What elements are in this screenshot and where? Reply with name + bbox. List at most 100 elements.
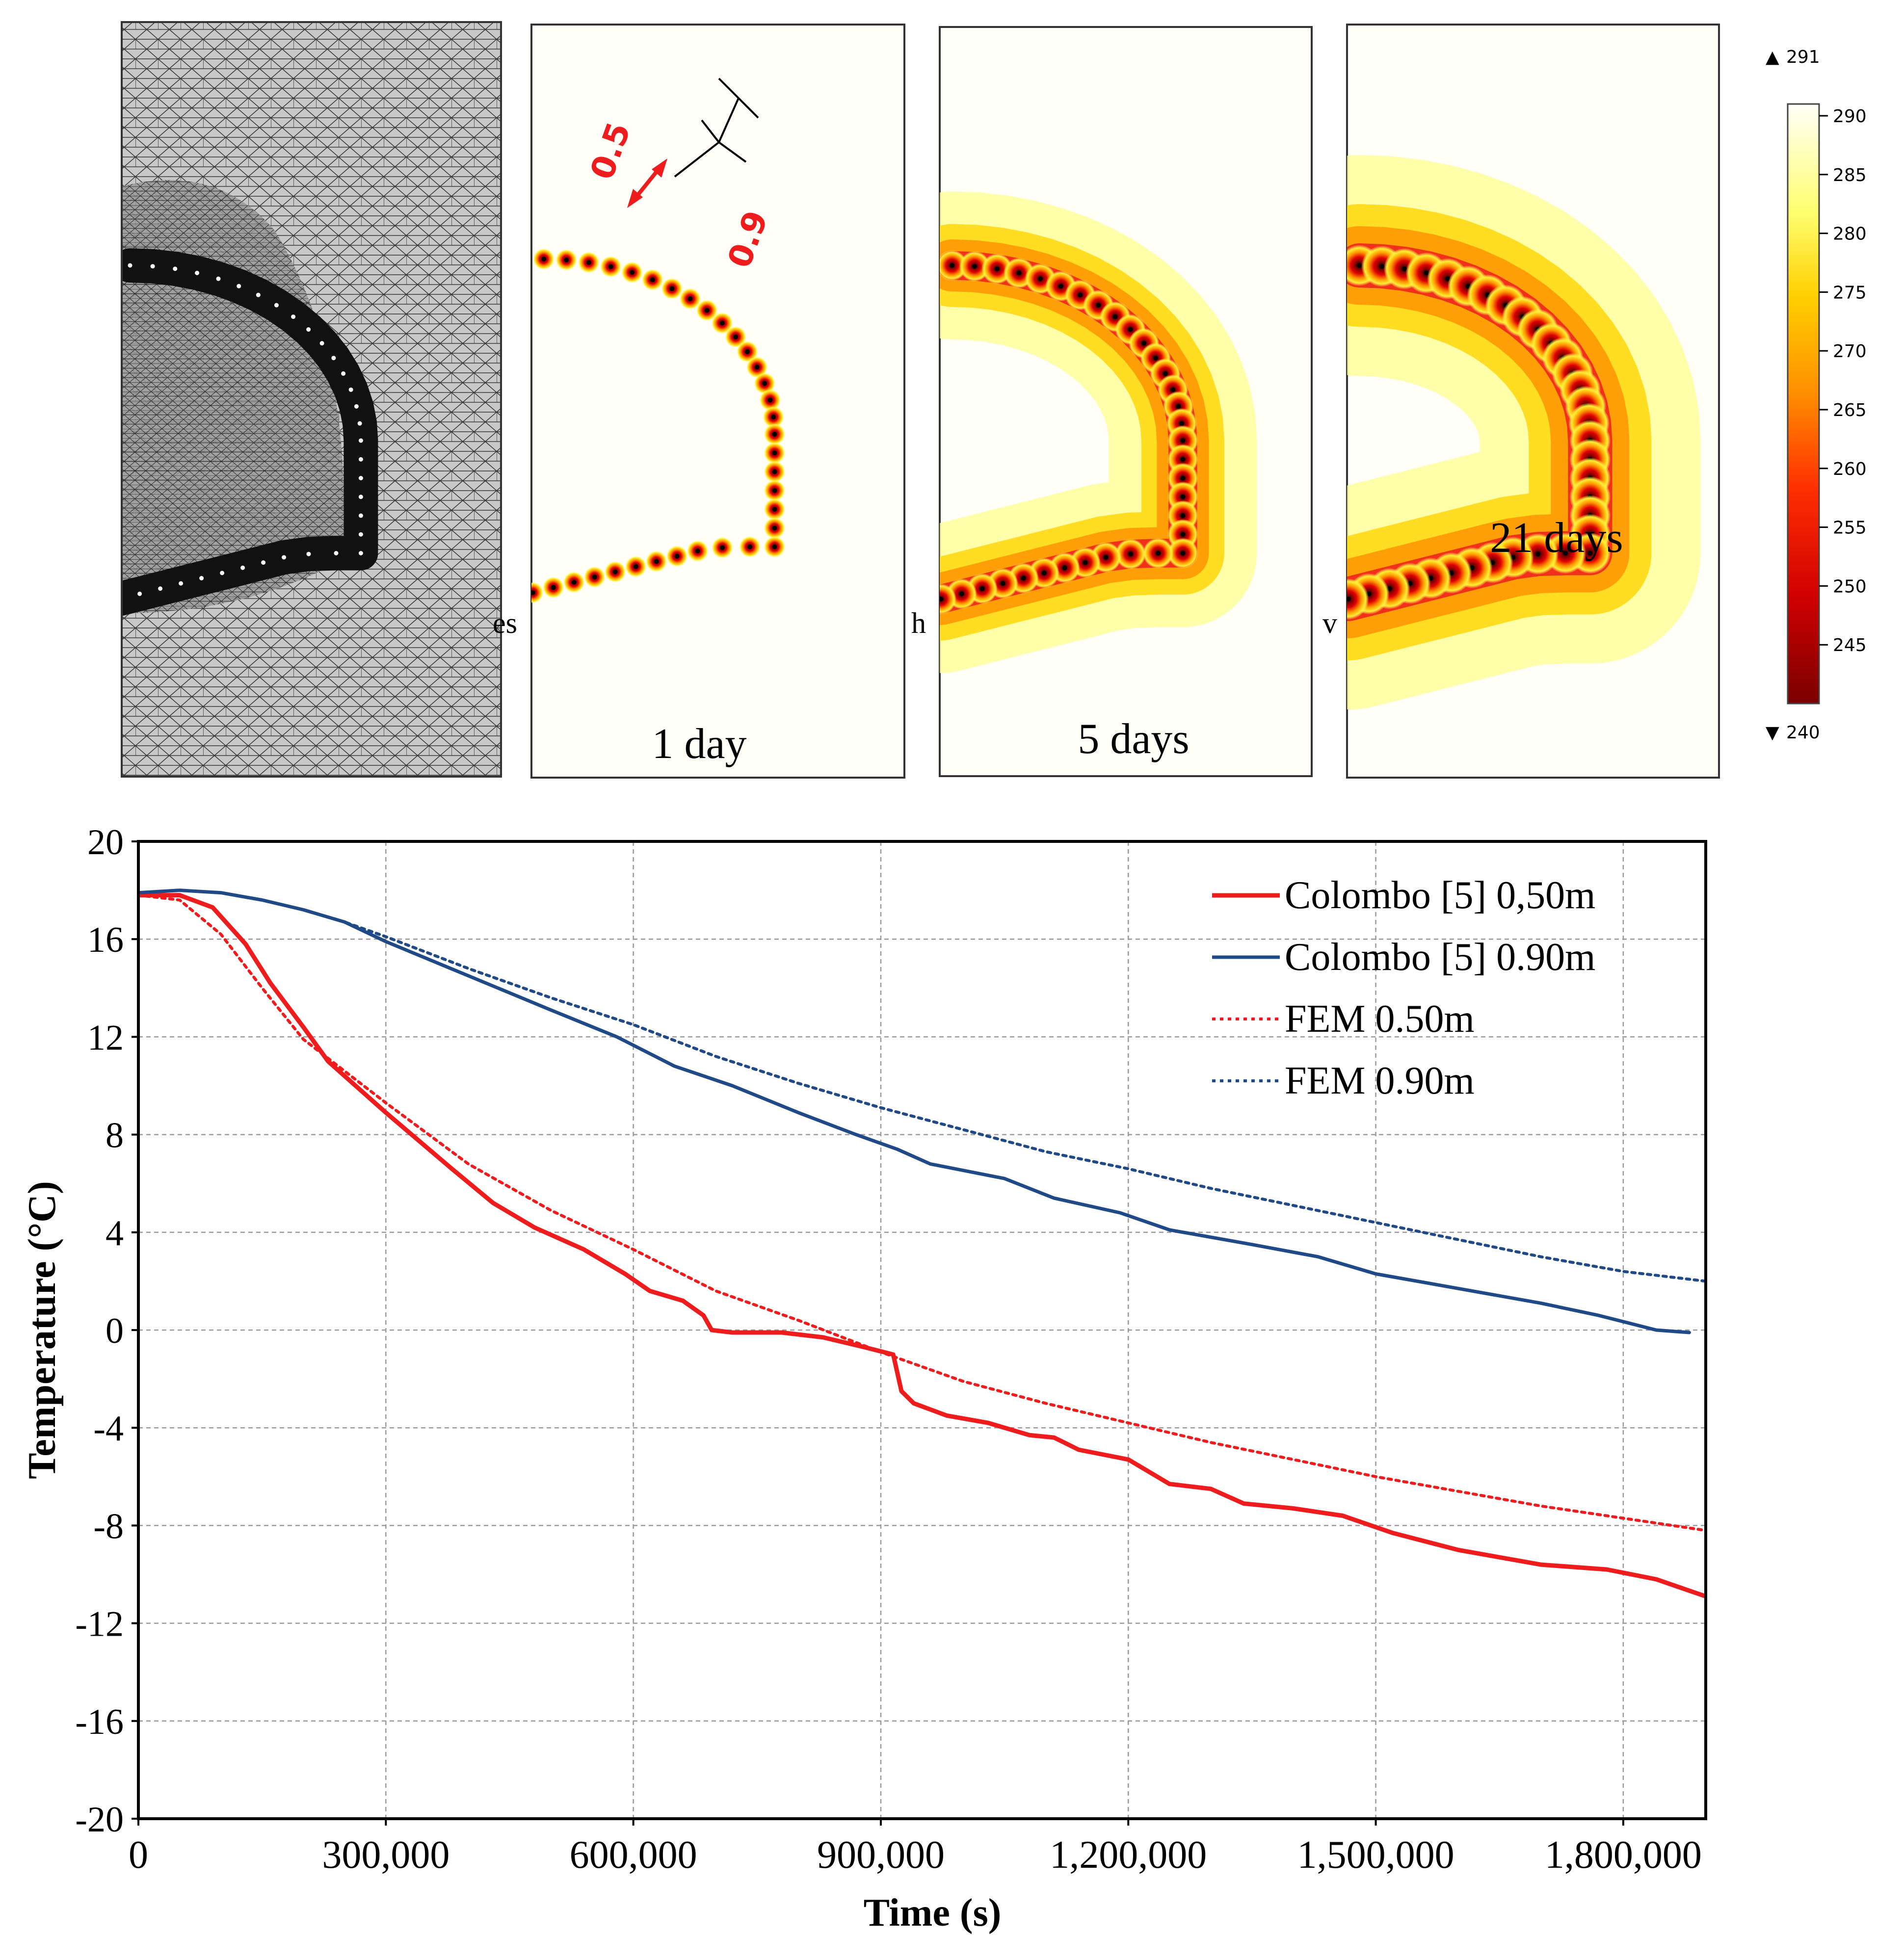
cooling-pipe-core xyxy=(1083,560,1088,565)
mesh-node xyxy=(331,356,336,361)
cooling-pipe-core xyxy=(1180,513,1186,518)
text-fragment-3: v xyxy=(1322,607,1337,639)
cooling-pipe-core xyxy=(959,591,964,597)
cooling-pipe-core xyxy=(541,257,546,261)
cooling-pipe-core xyxy=(772,450,777,456)
cooling-pipe-core xyxy=(1153,355,1158,361)
cooling-pipe-core xyxy=(630,270,635,275)
y-tick-label: 4 xyxy=(106,1213,124,1254)
mesh-node xyxy=(137,591,142,596)
mesh-node xyxy=(282,555,287,560)
cooling-pipe-core xyxy=(771,415,776,420)
cooling-pipe-marker xyxy=(531,582,544,603)
colorbar: ▲ 291 290 285 280 275 270 265 260 255 250 245 ▼ 2… xyxy=(1766,47,1867,743)
mesh-node xyxy=(199,576,204,580)
series-line-3 xyxy=(138,893,1706,1532)
colorbar-tick-label: 285 xyxy=(1833,165,1867,185)
colorbar-tick-label: 245 xyxy=(1833,635,1867,655)
x-tick-label: 0 xyxy=(129,1833,148,1877)
cooling-pipe-core xyxy=(551,585,556,590)
cooling-pipe-core xyxy=(1163,371,1168,376)
cooling-pipe-core xyxy=(1424,270,1429,276)
cooling-pipe-core xyxy=(1535,551,1540,557)
cooling-pipe-core xyxy=(612,569,618,575)
cooling-pipe-core xyxy=(654,559,659,564)
y-tick-label: -4 xyxy=(93,1409,124,1449)
mesh-node xyxy=(256,292,261,297)
temperature-panel-day1: 1 day xyxy=(530,24,905,779)
cooling-pipe-core xyxy=(674,553,680,559)
cooling-pipe-core xyxy=(1179,421,1185,426)
cooling-pipe-core xyxy=(1103,555,1109,560)
cooling-pipe-core xyxy=(772,525,777,531)
cooling-pipe-core xyxy=(1401,266,1407,271)
mesh-node xyxy=(358,438,363,443)
colorbar-min-marker: ▼ xyxy=(1766,723,1779,743)
mesh-node xyxy=(358,532,363,537)
cooling-pipe-core xyxy=(940,597,944,601)
cooling-pipe-core xyxy=(1112,314,1118,319)
cooling-pipe-core xyxy=(1128,327,1133,332)
temperature-panel-day21: 21 days xyxy=(1346,24,1720,779)
colorbar-tick-label: 250 xyxy=(1833,576,1867,597)
colorbar-tick-label: 280 xyxy=(1833,224,1867,244)
mesh-node xyxy=(150,264,155,269)
panel-caption-day1: 1 day xyxy=(652,720,746,768)
cooling-pipe-core xyxy=(1062,565,1067,571)
y-tick-label: -16 xyxy=(75,1702,124,1742)
cooling-pipe-core xyxy=(767,397,773,403)
cooling-pipe-core xyxy=(586,260,591,265)
cooling-pipe-core xyxy=(1180,532,1186,537)
text-fragment-1: es xyxy=(493,607,517,639)
cooling-pipe-core xyxy=(979,586,985,591)
cooling-pipe-core xyxy=(1587,550,1593,556)
cooling-pipe-core xyxy=(1058,284,1063,289)
cooling-pipe-core xyxy=(1156,550,1161,556)
mesh-node xyxy=(216,276,221,281)
x-tick-label: 1,800,000 xyxy=(1545,1833,1702,1877)
cooling-pipe-core xyxy=(1000,581,1005,586)
mesh-node xyxy=(348,387,353,392)
cooling-pipe-core xyxy=(772,544,777,549)
mesh-node xyxy=(358,476,363,480)
cooling-pipe-core xyxy=(704,308,710,313)
x-tick-label: 300,000 xyxy=(322,1833,449,1877)
mesh-node xyxy=(220,571,225,575)
cooling-pipes-day5 xyxy=(940,191,1257,673)
cooling-pipe-core xyxy=(1180,457,1186,462)
y-tick-label: 8 xyxy=(106,1116,124,1156)
y-tick-label: -8 xyxy=(93,1506,124,1546)
y-axis-label: Temperature (°C) xyxy=(21,1181,64,1479)
mesh-node xyxy=(237,284,241,288)
mesh-node xyxy=(306,327,311,332)
legend-label: FEM 0.90m xyxy=(1285,1059,1475,1102)
mesh-node xyxy=(158,586,163,591)
cooling-pipe-core xyxy=(687,296,693,302)
mesh-node xyxy=(357,421,362,426)
x-tick-label: 1,500,000 xyxy=(1297,1833,1454,1877)
cooling-pipe-core xyxy=(972,263,978,269)
mesh-node xyxy=(334,551,339,555)
plot-frame xyxy=(137,840,1707,1820)
colorbar-tick-label: 290 xyxy=(1833,106,1867,127)
cooling-pipe-core xyxy=(1180,494,1186,499)
colorbar-min-label: 240 xyxy=(1786,723,1820,743)
cooling-pipe-marker xyxy=(940,583,956,615)
mesh-node xyxy=(358,513,363,518)
cooling-pipe-core xyxy=(1170,387,1176,392)
panel-caption-day21: 21 days xyxy=(1490,514,1623,562)
y-tick-label: 0 xyxy=(106,1311,124,1351)
x-axis-ticks: 0 300,000 600,000 900,000 1,200,000 1,500,000… xyxy=(129,1819,1702,1877)
mesh-node xyxy=(240,565,245,570)
cooling-pipe-core xyxy=(1180,438,1186,443)
mesh-node xyxy=(291,314,296,319)
cooling-pipe-core xyxy=(1563,550,1568,556)
cooling-pipe-core xyxy=(772,469,777,474)
cooling-pipe-core xyxy=(1357,263,1362,268)
legend-label: Colombo [5] 0.90m xyxy=(1285,936,1595,979)
temperature-panel-day5: 5 days xyxy=(939,26,1313,777)
mesh-node xyxy=(274,303,279,308)
chart-grid xyxy=(138,840,1706,1820)
cooling-pipe-core xyxy=(1141,340,1147,346)
cooling-pipe-core xyxy=(1078,292,1083,298)
